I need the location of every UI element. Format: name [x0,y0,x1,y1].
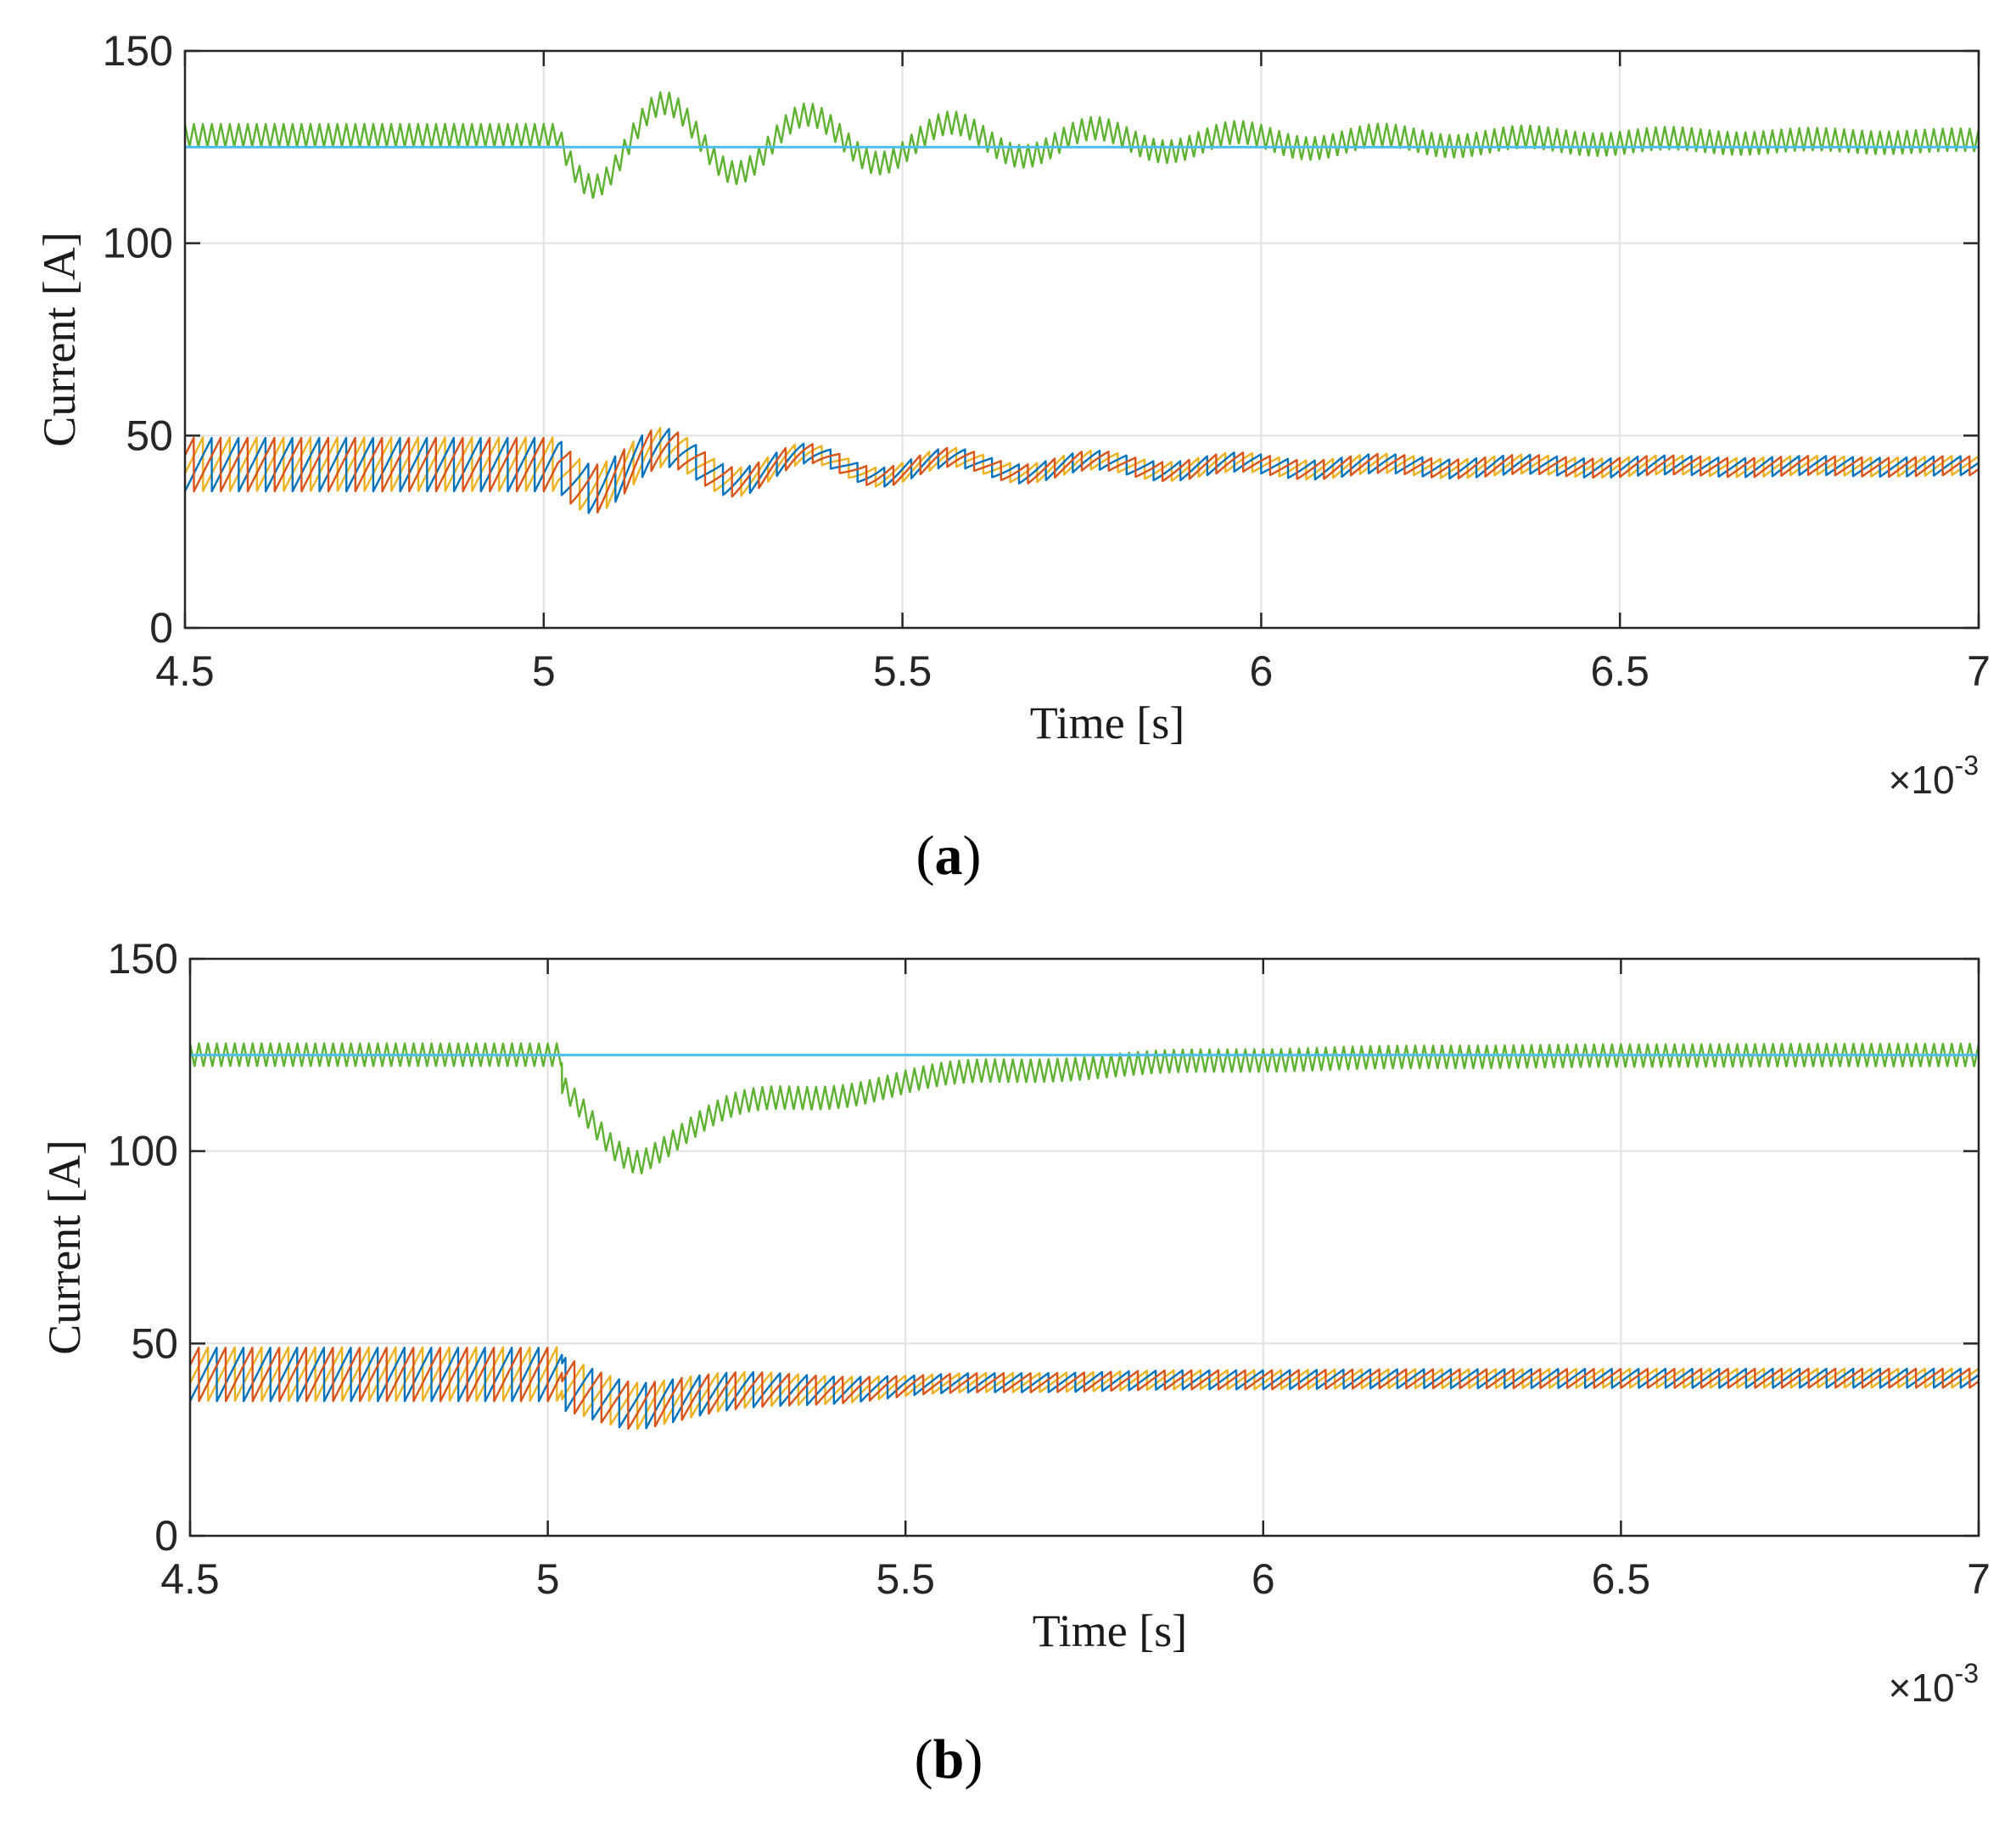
series-line-phase-3 [185,429,1979,514]
panel-caption: (b) [915,1728,983,1790]
x-tick-label: 6.5 [1592,1555,1651,1603]
plot-area [185,91,1979,514]
x-multiplier-exponent: -3 [1955,1658,1979,1689]
x-tick-label: 6 [1252,1555,1275,1603]
x-tick-label: 5.5 [873,647,932,695]
x-axis-label: Time [s] [1033,1605,1188,1656]
axes-box [183,49,1980,630]
x-tick-label: 5 [532,647,556,695]
x-multiplier-base: ×10 [1889,758,1955,802]
y-tick-label: 100 [103,220,173,267]
x-multiplier-exponent: -3 [1955,750,1979,781]
x-axis-multiplier: ×10-3 [1889,1658,1979,1710]
y-tick-label: 50 [126,412,173,459]
x-tick-label: 5 [536,1555,560,1603]
x-axis-multiplier: ×10-3 [1889,750,1979,802]
panel-a: 4.5 5 5.5 6 6.5 7 0 50 100 150 Time [s] Current [A]… [34,27,1991,887]
series-line-total-current [190,1042,1979,1174]
x-multiplier-base: ×10 [1889,1666,1955,1710]
y-tick-label: 0 [154,1512,178,1560]
y-tick-label: 150 [108,935,178,983]
x-tick-label: 4.5 [160,1555,220,1603]
axes-box [188,957,1980,1538]
x-tick-label: 7 [1967,1555,1991,1603]
x-tick-label: 6.5 [1590,647,1649,695]
x-tick-label: 4.5 [155,647,215,695]
y-tick-label: 50 [131,1319,178,1367]
panel-b: 4.5 5 5.5 6 6.5 7 0 50 100 150 Time [s] Current [A]… [39,935,1991,1790]
y-axis-label: Current [A] [34,232,85,446]
x-tick-label: 6 [1249,647,1273,695]
series-line-total-current [185,91,1979,199]
series-line-phase-3 [190,1347,1979,1430]
x-tick-label: 5.5 [876,1555,935,1603]
panel-caption: (a) [916,825,982,887]
y-tick-label: 150 [103,27,173,75]
plot-area [190,1042,1979,1431]
y-tick-label: 100 [108,1128,178,1175]
x-axis-label: Time [s] [1030,697,1185,748]
x-tick-label: 7 [1967,647,1991,695]
y-axis-label: Current [A] [39,1140,90,1354]
y-tick-label: 0 [149,604,173,652]
